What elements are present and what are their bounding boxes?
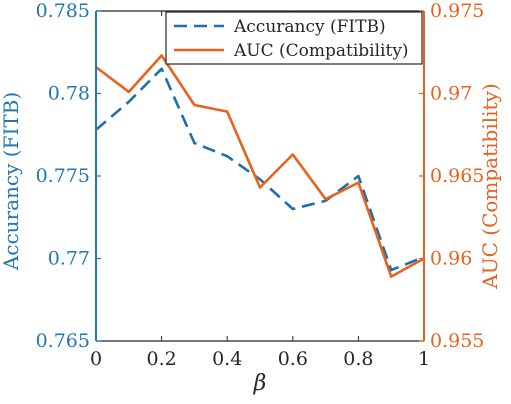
- right-y-tick-label: 0.955: [430, 330, 484, 352]
- right-axis-label: AUC (Compatibility): [478, 83, 502, 289]
- right-y-tick-label: 0.96: [430, 248, 472, 270]
- x-axis-label: β: [253, 371, 267, 396]
- legend: Accurancy (FITB) AUC (Compatibility): [165, 11, 423, 65]
- legend-box: [165, 11, 423, 65]
- x-tick-label: 0.2: [146, 348, 176, 370]
- x-tick-label: 0: [90, 348, 102, 370]
- plot-frame: [96, 10, 424, 342]
- right-y-tick-label: 0.965: [430, 165, 484, 187]
- left-y-tick-label: 0.77: [48, 248, 90, 270]
- legend-label: Accurancy (FITB): [233, 17, 386, 37]
- x-tick-label: 1: [418, 348, 430, 370]
- left-y-tick-label: 0.765: [36, 330, 90, 352]
- axis-layer: 0 0.2 0.4 0.6 0.8 1 0.765 0.77 0.775 0.78 0.785 0.9…: [36, 0, 485, 370]
- legend-label: AUC (Compatibility): [233, 41, 409, 61]
- x-tick-label: 0.8: [343, 348, 373, 370]
- left-axis-label: Accurancy (FITB): [0, 92, 23, 271]
- left-y-tick-label: 0.775: [36, 165, 90, 187]
- x-tick-label: 0.4: [212, 348, 242, 370]
- left-y-tick-label: 0.78: [48, 83, 90, 105]
- left-y-tick-label: 0.785: [36, 0, 90, 22]
- right-y-tick-label: 0.975: [430, 0, 484, 22]
- right-y-tick-label: 0.97: [430, 83, 472, 105]
- x-tick-label: 0.6: [278, 348, 308, 370]
